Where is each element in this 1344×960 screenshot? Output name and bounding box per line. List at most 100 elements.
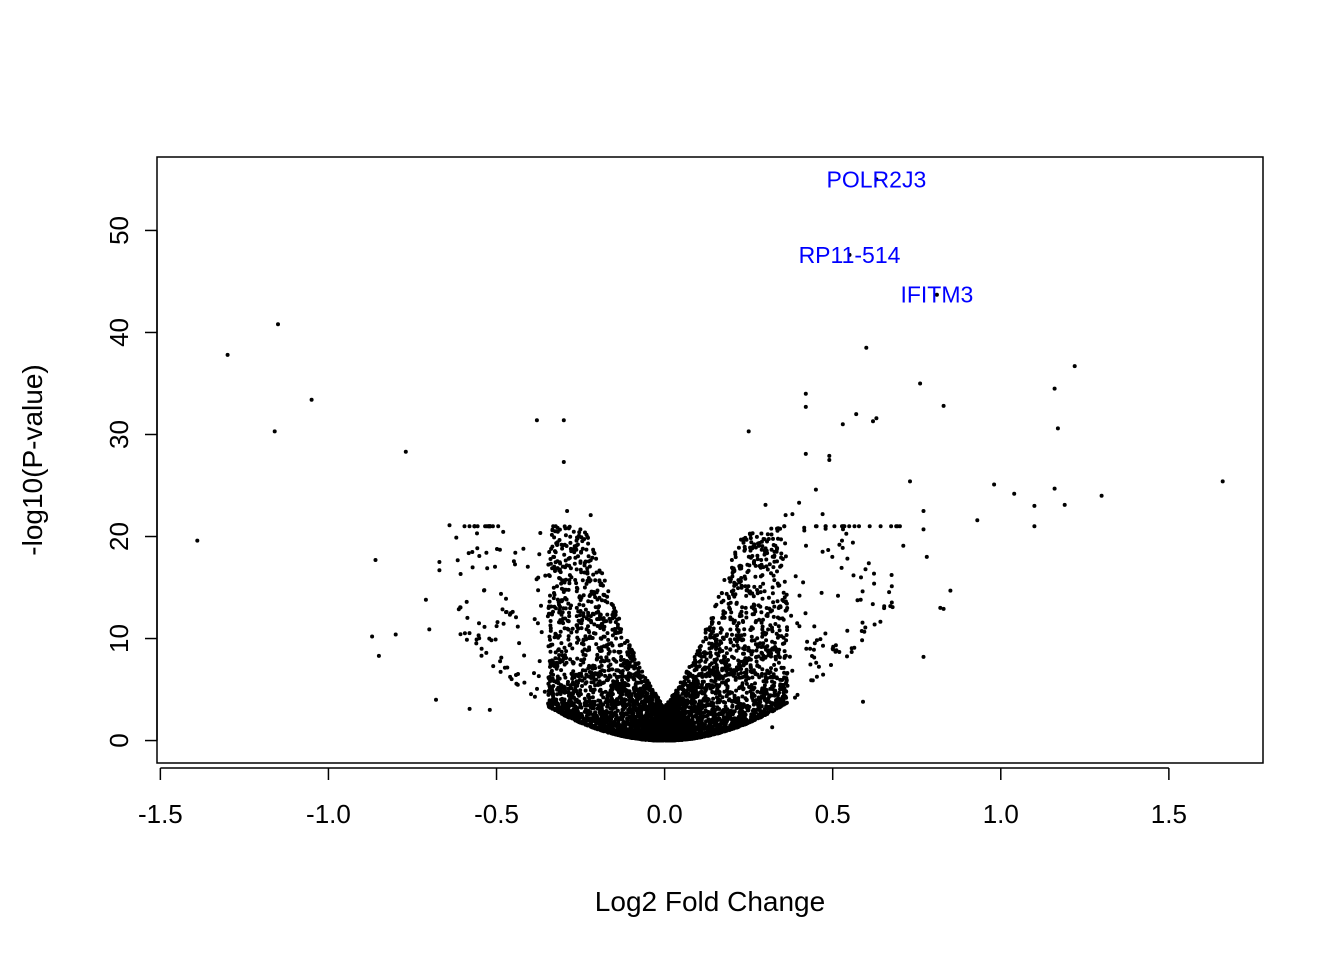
cloud-point [724, 724, 729, 729]
cloud-point [594, 677, 599, 682]
cloud-point [588, 688, 593, 693]
cloud-point [626, 673, 631, 677]
cloud-point [566, 627, 571, 632]
cloud-point [823, 524, 828, 529]
cloud-point [612, 627, 617, 631]
cloud-point [548, 686, 552, 691]
cloud-point [605, 600, 610, 605]
cloud-point [755, 557, 760, 562]
cloud-point [772, 578, 777, 583]
cloud-point [491, 664, 496, 669]
cloud-point [759, 650, 764, 655]
cloud-point [515, 682, 520, 687]
cloud-point [583, 668, 588, 673]
cloud-point [557, 538, 562, 542]
cloud-point [621, 685, 626, 690]
cloud-point [578, 598, 583, 602]
cloud-point [598, 614, 602, 618]
cloud-point [591, 572, 596, 577]
cloud-point [726, 690, 731, 695]
cloud-point [548, 626, 553, 631]
cloud-point [703, 687, 708, 692]
cloud-point [556, 648, 561, 653]
cloud-point [767, 562, 772, 567]
cloud-point [513, 550, 518, 555]
cloud-point [734, 665, 739, 670]
cloud-point [552, 535, 557, 540]
cloud-point [574, 688, 579, 693]
cloud-point [475, 531, 479, 536]
cloud-point [560, 546, 565, 551]
cloud-point [582, 657, 587, 662]
cloud-point [550, 544, 555, 549]
cloud-point [872, 622, 877, 627]
cloud-point [613, 620, 618, 625]
cloud-point [704, 684, 709, 689]
cloud-point [814, 638, 819, 643]
cloud-point [599, 713, 604, 718]
cloud-point [793, 574, 798, 579]
cloud-point [810, 678, 815, 683]
cloud-point [719, 640, 724, 645]
cloud-point [580, 721, 585, 726]
cloud-point [697, 659, 702, 664]
cloud-point [734, 601, 739, 606]
cloud-point [571, 529, 576, 534]
cloud-point [568, 642, 573, 647]
cloud-point [719, 591, 724, 596]
cloud-point [714, 724, 719, 728]
cloud-point [683, 693, 688, 698]
cloud-point [742, 662, 746, 666]
cloud-point [754, 534, 759, 539]
cloud-point [567, 555, 572, 560]
cloud-point [472, 524, 477, 529]
cloud-point [716, 684, 721, 689]
cloud-point [583, 688, 588, 693]
cloud-point [744, 678, 748, 683]
cloud-point [558, 692, 563, 696]
cloud-point [782, 670, 787, 675]
cloud-point [594, 556, 599, 561]
cloud-point [604, 716, 609, 721]
cloud-point [713, 660, 718, 665]
cloud-point [728, 647, 733, 652]
cloud-point [587, 696, 592, 701]
cloud-point [592, 717, 597, 722]
cloud-point [574, 697, 579, 702]
cloud-point [769, 674, 774, 679]
cloud-point [550, 689, 555, 693]
cloud-point [833, 649, 838, 654]
cloud-point [635, 700, 639, 705]
cloud-point [741, 538, 746, 543]
cloud-point [759, 547, 764, 552]
cloud-point [564, 656, 569, 660]
cloud-point [744, 610, 749, 615]
cloud-point [596, 646, 601, 650]
cloud-point [805, 639, 810, 644]
cloud-point [556, 685, 561, 690]
cloud-point [628, 735, 633, 740]
cloud-point [618, 711, 623, 716]
cloud-point [720, 695, 725, 700]
cloud-point [609, 702, 614, 707]
cloud-point [766, 696, 771, 701]
cloud-point [623, 661, 628, 666]
cloud-point [559, 649, 564, 654]
cloud-point [562, 626, 567, 631]
cloud-point [704, 657, 709, 662]
cloud-point [579, 658, 584, 663]
cloud-point [575, 586, 580, 591]
cloud-point [703, 627, 708, 632]
cloud-point [617, 643, 622, 648]
cloud-point [582, 647, 587, 652]
cloud-point [702, 710, 707, 715]
cloud-point [863, 625, 868, 630]
cloud-point [743, 535, 748, 540]
cloud-point [539, 603, 543, 608]
cloud-point [550, 676, 555, 681]
cloud-point [740, 694, 745, 699]
cloud-point [713, 678, 718, 683]
cloud-point [589, 599, 594, 604]
cloud-point [529, 692, 533, 697]
